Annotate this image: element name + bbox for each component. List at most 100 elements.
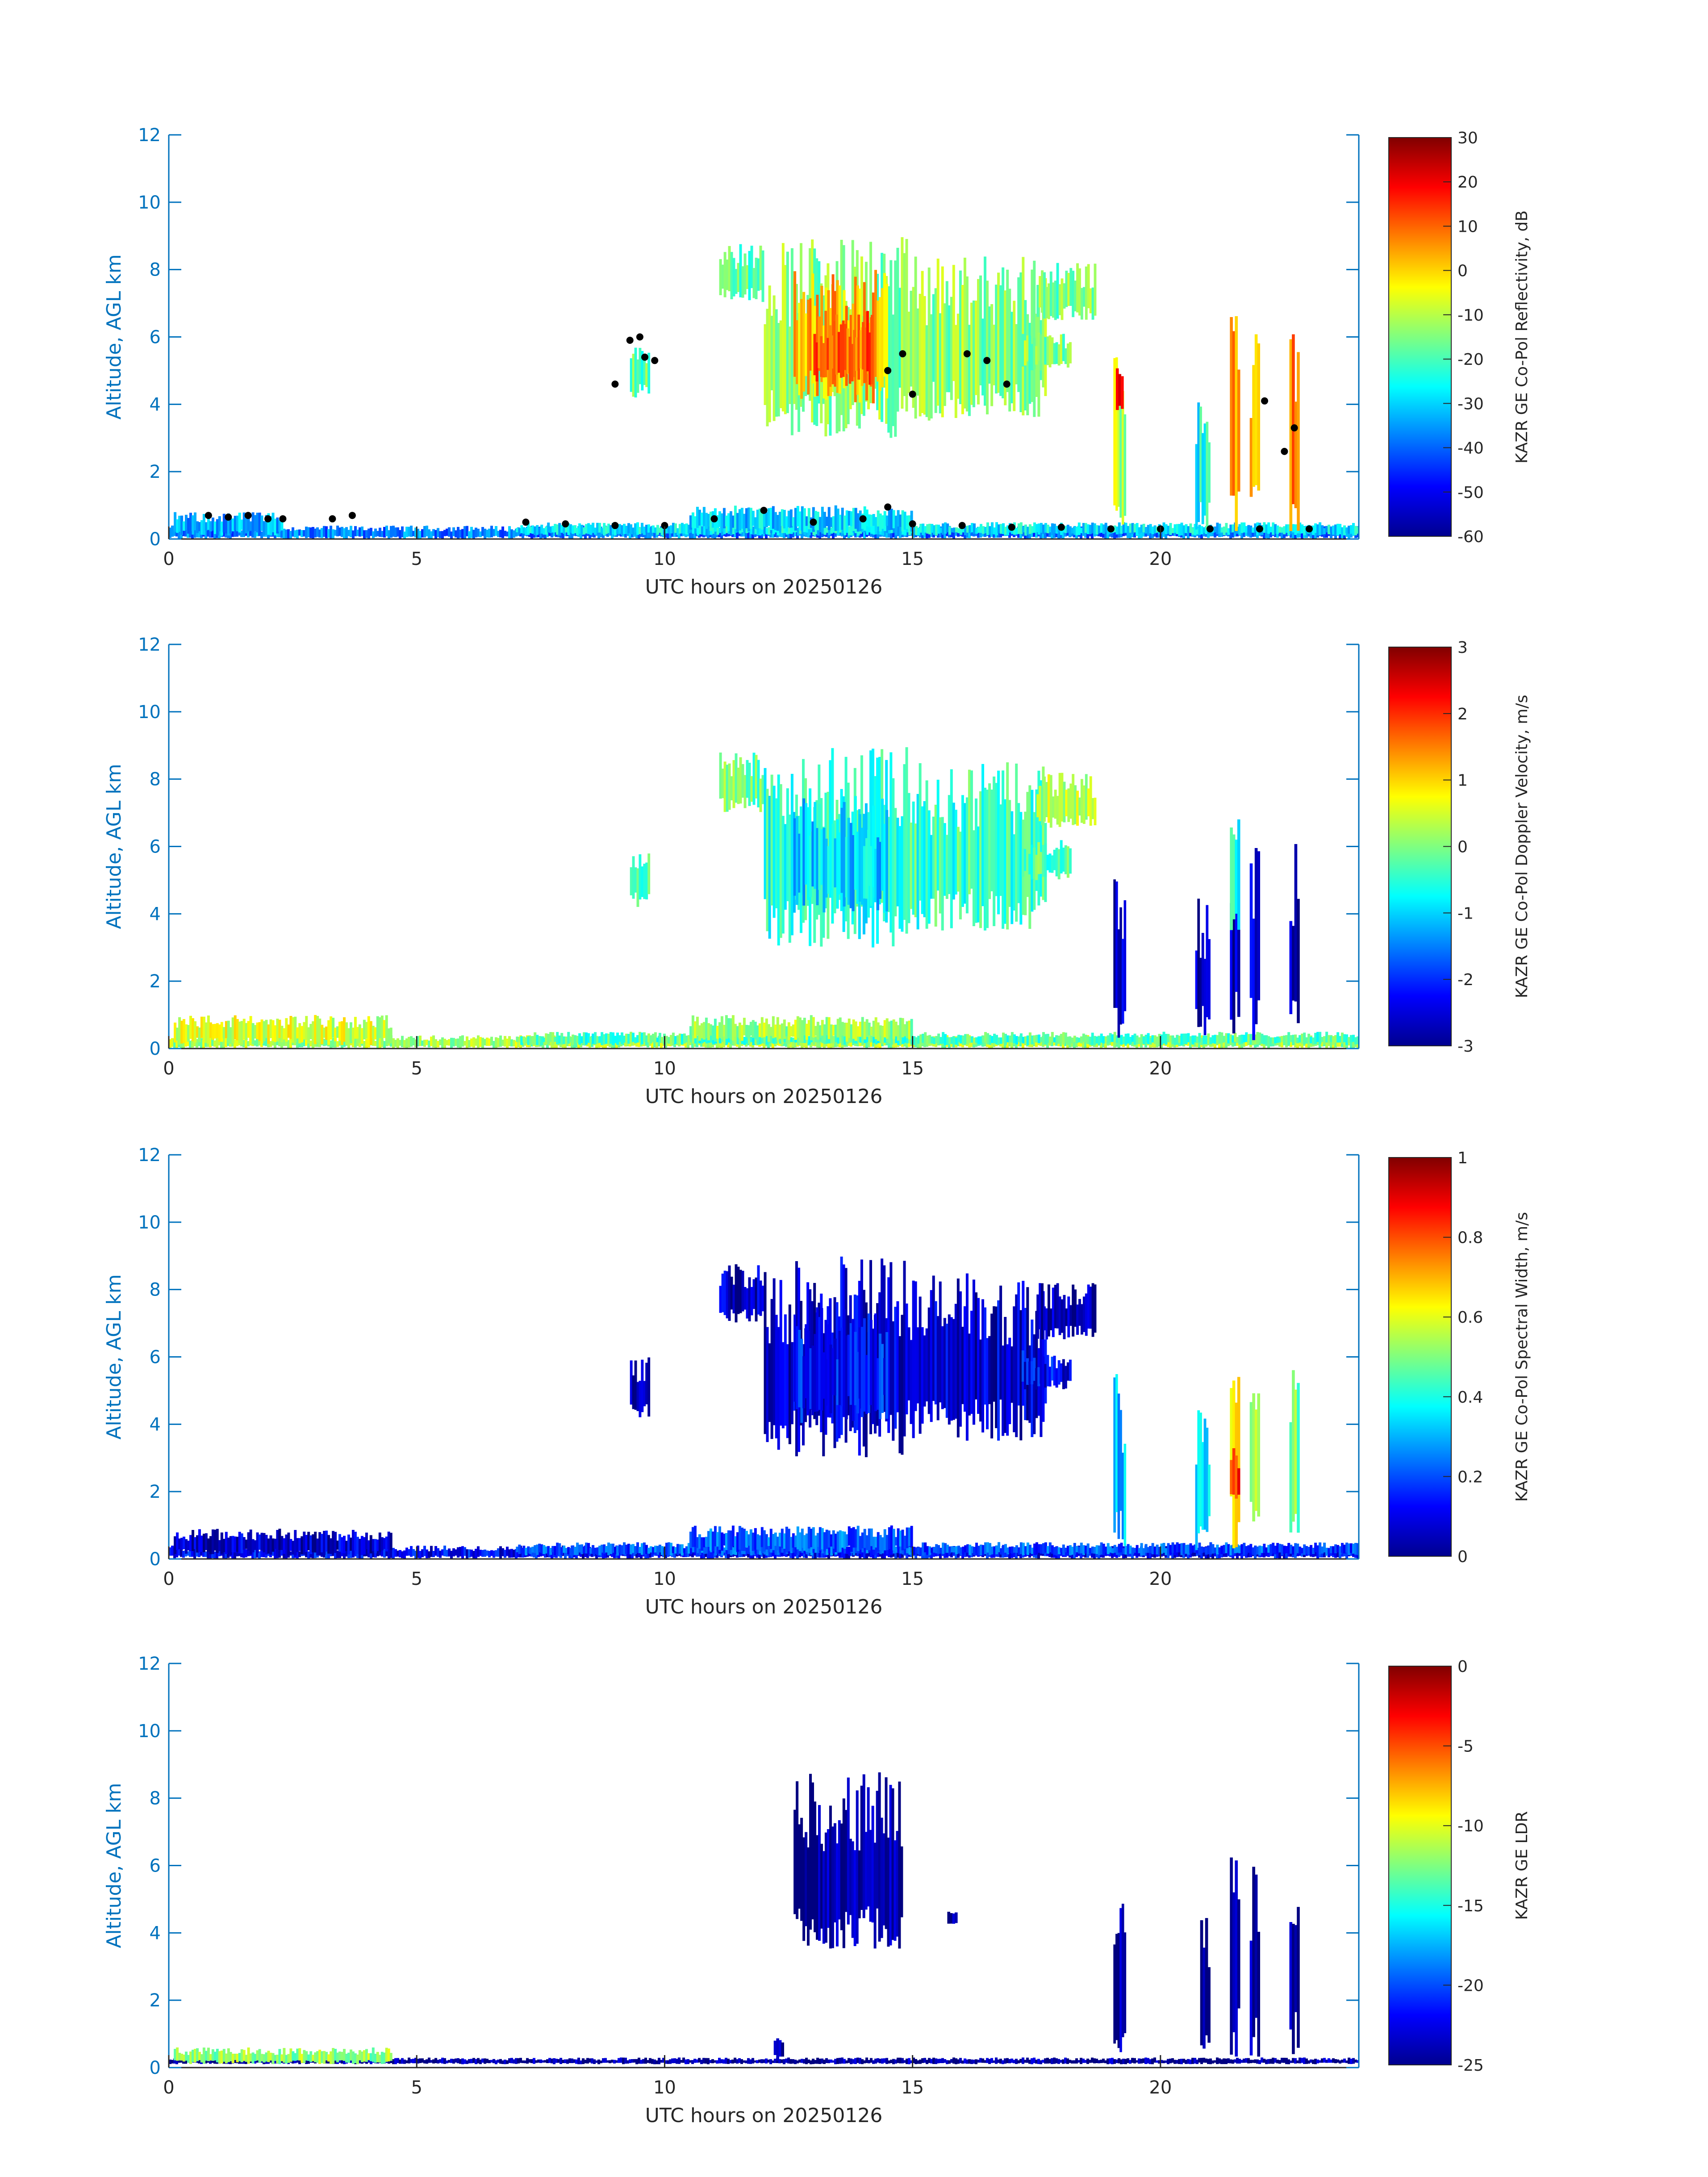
heatmap-cell [560,2058,562,2064]
heatmap-cell [805,1534,808,1552]
heatmap-cell [1041,786,1044,826]
heatmap-cell [466,526,468,536]
heatmap-cell [1272,1542,1275,1554]
heatmap-cell [660,1039,663,1049]
heatmap-cell [607,1542,610,1555]
heatmap-cell [292,527,294,537]
heatmap-cell [389,1533,393,1550]
heatmap-cell [647,352,651,394]
heatmap-cell [1113,1545,1116,1553]
heatmap-cell [832,1040,835,1048]
heatmap-cell [1072,1284,1075,1337]
heatmap-cell [618,2058,620,2063]
y-tick-label: 12 [138,125,161,146]
heatmap-cell [877,2058,879,2063]
heatmap-cell [1196,1036,1199,1043]
heatmap-cell [305,1016,308,1040]
heatmap-cell [495,526,497,536]
heatmap-region [1289,334,1300,531]
heatmap-cell [1044,843,1047,877]
heatmap-cell [1064,1040,1067,1046]
heatmap-cell [419,531,422,539]
heatmap-cell [412,1549,415,1556]
heatmap-cell [1185,1033,1188,1045]
heatmap-cell [750,1036,753,1042]
heatmap-cell [312,1551,314,1559]
heatmap-cell [296,1547,299,1559]
colorbar-tick-label: -3 [1457,1037,1474,1056]
heatmap-cell [464,1041,466,1046]
heatmap-cell [1057,1547,1061,1554]
heatmap-cell [1345,1034,1348,1045]
heatmap-cell [1171,1551,1174,1559]
heatmap-cell [211,1529,214,1554]
heatmap-cell [890,531,893,539]
heatmap-cell [981,764,984,907]
heatmap-cell [769,1529,773,1549]
heatmap-cell [644,529,647,539]
heatmap-cell [305,2051,308,2061]
heatmap-cell [1124,522,1128,533]
heatmap-cell [341,526,343,537]
heatmap-cell [939,817,942,914]
heatmap-cell [367,1016,370,1043]
heatmap-cell [475,527,477,538]
heatmap-cell [354,526,357,536]
heatmap-cell [1008,2059,1011,2064]
heatmap-region [1195,402,1211,530]
heatmap-cell [414,2058,417,2064]
heatmap-cell [1058,284,1061,315]
heatmap-cell [332,1038,334,1048]
heatmap-cell [685,523,688,535]
heatmap-cell [834,1338,837,1396]
heatmap-cell [752,1020,755,1038]
heatmap-cell [789,2059,792,2064]
heatmap-cell [1211,2060,1214,2064]
heatmap-cell [1061,773,1064,822]
heatmap-cell [1028,2060,1031,2064]
heatmap-cell [529,1036,532,1044]
heatmap-cell [193,1039,196,1046]
heatmap-cell [868,1032,871,1043]
heatmap-cell [844,1032,847,1045]
heatmap-cell [776,515,779,531]
heatmap-cell [562,2060,564,2063]
heatmap-cell [1312,525,1315,535]
heatmap-cell [1064,1548,1067,1557]
heatmap-cell [1051,337,1054,364]
heatmap-cell [1122,522,1125,533]
heatmap-cell [879,1535,882,1550]
heatmap-cell [701,526,704,535]
heatmap-cell [592,1545,595,1554]
heatmap-cell [296,2048,299,2060]
heatmap-cell [1281,1036,1284,1042]
heatmap-cell [1254,523,1257,533]
heatmap-cell [312,1534,315,1553]
heatmap-cell [1008,288,1011,412]
heatmap-cell [993,1547,996,1554]
heatmap-cell [731,515,735,528]
heatmap-cell [1048,1542,1052,1553]
heatmap-cell [698,2058,701,2063]
heatmap-cell [242,2060,245,2064]
heatmap-cell [975,1292,977,1400]
heatmap-cell [558,1543,561,1556]
heatmap-region [174,1015,393,1045]
heatmap-cell [1113,358,1116,506]
heatmap-cell [597,529,600,539]
heatmap-cell [432,529,435,536]
heatmap-cell [493,1041,495,1049]
heatmap-cell [1043,776,1046,822]
heatmap-cell [1187,1040,1190,1046]
heatmap-cell [803,2059,806,2064]
heatmap-cell [984,2060,986,2063]
heatmap-cell [732,760,735,808]
heatmap-cell [760,1527,764,1547]
heatmap-cell [932,2057,935,2064]
heatmap-cell [434,530,437,539]
heatmap-cell [605,1033,608,1044]
heatmap-cell [1066,2058,1069,2064]
heatmap-cell [543,1545,546,1554]
heatmap-cell [896,1301,899,1412]
heatmap-region [719,244,764,302]
